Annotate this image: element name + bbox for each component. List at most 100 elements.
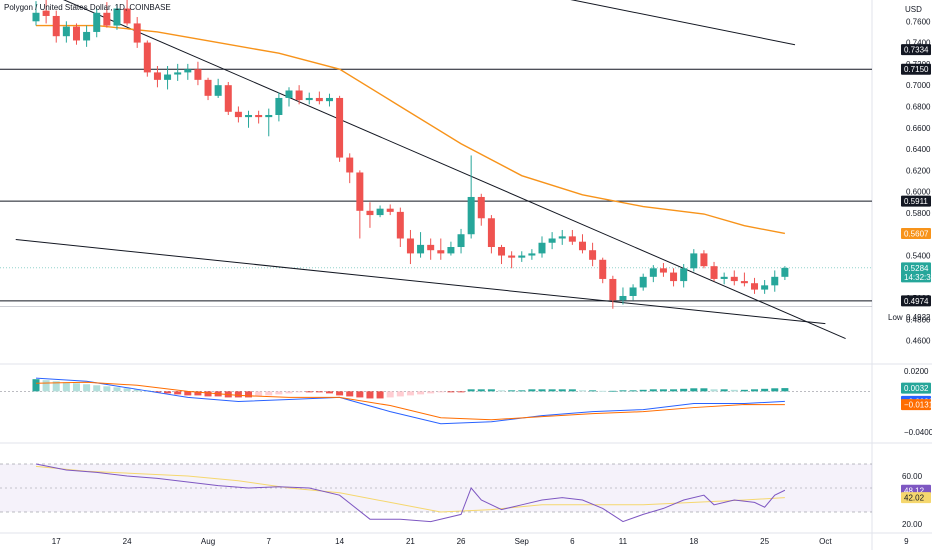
candle-body: [295, 90, 303, 101]
candle: [659, 262, 667, 277]
price-tick-label: 0.4600: [906, 337, 931, 346]
macd-histogram-bar: [83, 384, 91, 392]
candle: [589, 242, 597, 267]
price-tag: 0.5911: [901, 195, 931, 207]
candle-body: [589, 250, 597, 260]
candle: [437, 238, 445, 260]
candle: [113, 4, 121, 30]
candle: [417, 232, 425, 258]
macd-pane: [0, 377, 872, 425]
candle: [346, 153, 354, 184]
candle-body: [123, 8, 131, 24]
candle: [406, 229, 414, 265]
candle-body: [578, 241, 586, 251]
price-tick-label: 0.6800: [906, 102, 931, 111]
currency-label[interactable]: USD: [905, 5, 922, 14]
time-axis[interactable]: 1724Aug7142126Sep6111825Oct9161t: [52, 537, 932, 546]
macd-histogram-bar: [285, 391, 293, 394]
candle-body: [275, 97, 283, 115]
candle: [214, 78, 222, 98]
symbol-title[interactable]: Polygon / United States Dollar, 1D, COIN…: [4, 3, 171, 12]
macd-histogram-bar: [578, 390, 586, 392]
macd-histogram-bar: [295, 391, 303, 393]
time-tick-label: Oct: [819, 537, 832, 546]
candle-body: [214, 85, 222, 96]
rsi-pane: [0, 463, 872, 523]
macd-histogram-bar: [508, 390, 516, 392]
macd-histogram-bar: [680, 388, 688, 392]
candle-body: [265, 114, 273, 118]
price-tag-box: [901, 195, 931, 207]
candle-body: [204, 79, 212, 96]
rsi-tag: 42.02: [901, 492, 931, 504]
macd-histogram-bar: [164, 391, 172, 394]
rsi-line: [35, 463, 786, 523]
low-label: Low: [888, 313, 903, 322]
candle-body: [538, 242, 546, 254]
macd-histogram-bar: [670, 389, 678, 392]
candle-body: [680, 268, 688, 282]
candle: [174, 63, 182, 81]
price-tag: 0.7334: [901, 44, 931, 56]
price-tag-box: [901, 63, 931, 75]
candle-body: [174, 72, 182, 75]
candle: [690, 249, 698, 272]
macd-histogram-bar: [649, 389, 657, 392]
macd-histogram-bar: [477, 389, 485, 392]
candle-body: [649, 268, 657, 277]
rsi-ma-line: [35, 465, 785, 513]
candle-body: [427, 244, 435, 251]
candle-body: [548, 238, 556, 243]
candle: [670, 268, 678, 287]
candle: [295, 85, 303, 105]
candle: [32, 1, 40, 26]
candle-body: [437, 250, 445, 254]
candle: [710, 261, 718, 282]
candle: [204, 77, 212, 101]
candle-body: [376, 208, 384, 216]
candle: [93, 8, 101, 38]
macd-histogram-bar: [740, 389, 748, 392]
macd-histogram-bar: [457, 391, 465, 393]
candle: [164, 66, 172, 90]
candle: [356, 170, 364, 239]
price-tick-label: 0.6400: [906, 145, 931, 154]
candle-body: [720, 276, 728, 279]
macd-histogram-bar: [781, 388, 789, 392]
candle: [528, 249, 536, 260]
rsi-tick-label: 60.00: [902, 472, 923, 481]
candle: [740, 272, 748, 287]
macd-histogram-bar: [599, 390, 607, 392]
candle-body: [164, 74, 172, 80]
price-tick-label: 0.5800: [906, 209, 931, 218]
macd-histogram-bar: [761, 388, 769, 392]
trendline[interactable]: [562, 0, 796, 46]
macd-histogram-bar: [720, 389, 728, 392]
candle-body: [528, 253, 536, 256]
candle: [639, 273, 647, 291]
candle-body: [93, 12, 101, 32]
candle: [649, 265, 657, 283]
trendline[interactable]: [15, 239, 826, 325]
macd-histogram-bar: [305, 391, 313, 393]
time-tick-label: Sep: [515, 537, 530, 546]
candle-body: [690, 253, 698, 269]
candle: [518, 251, 526, 262]
candle: [325, 93, 333, 107]
price-tag-text: 0.5284: [904, 264, 929, 273]
candle-body: [518, 255, 526, 258]
macd-histogram-bar: [245, 391, 253, 398]
candle-body: [315, 97, 323, 102]
price-tags: 0.73340.71500.59110.56070.528414:32:330.…: [901, 44, 932, 504]
price-tag-box: [901, 295, 931, 307]
candle: [538, 236, 546, 258]
time-tick-label: 26: [457, 537, 466, 546]
candle: [386, 204, 394, 216]
candle-body: [356, 172, 364, 211]
macd-histogram-bar: [538, 389, 546, 392]
macd-histogram-bar: [659, 389, 667, 392]
price-tag-text: 0.7334: [904, 46, 929, 55]
candle-body: [751, 283, 759, 290]
